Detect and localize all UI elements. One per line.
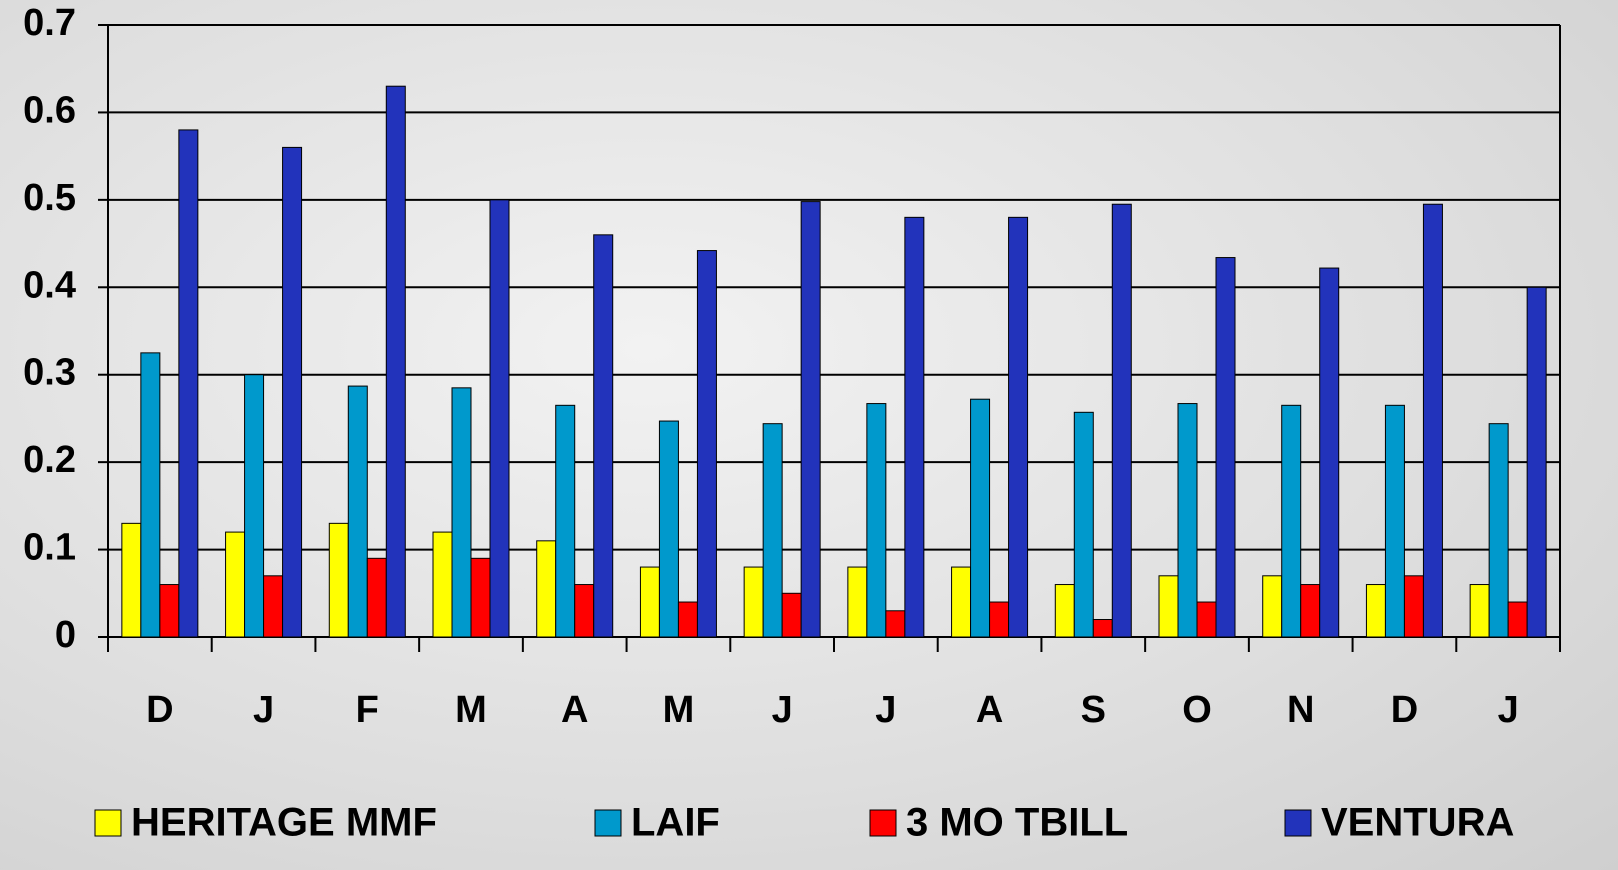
bar xyxy=(1158,575,1179,638)
bar xyxy=(1008,216,1029,638)
bar xyxy=(1488,423,1509,638)
x-tick-label: M xyxy=(663,689,695,731)
bar xyxy=(696,250,717,638)
y-tick-label: 0.3 xyxy=(23,352,76,394)
bar xyxy=(555,404,576,638)
y-tick-label: 0.5 xyxy=(23,177,76,219)
bar xyxy=(1177,403,1198,638)
x-tick-label: D xyxy=(1391,689,1418,731)
bar xyxy=(1111,203,1132,638)
bar xyxy=(1384,404,1405,638)
bar xyxy=(743,566,764,638)
x-tick-label: O xyxy=(1182,689,1212,731)
bar xyxy=(536,540,557,638)
legend-swatch xyxy=(869,809,897,837)
bar xyxy=(1319,267,1340,638)
x-tick-label: D xyxy=(146,689,173,731)
y-tick-label: 0.1 xyxy=(23,527,76,569)
y-tick-label: 0 xyxy=(55,614,76,656)
bar xyxy=(593,234,614,638)
legend-label: HERITAGE MMF xyxy=(131,801,437,845)
bar xyxy=(970,398,991,638)
bar xyxy=(885,610,906,638)
bar xyxy=(328,522,349,638)
bar xyxy=(781,592,802,638)
bar xyxy=(1073,411,1094,638)
bar xyxy=(366,557,387,638)
x-tick-label: N xyxy=(1287,689,1314,731)
bar xyxy=(658,420,679,638)
x-tick-label: J xyxy=(253,689,274,731)
bar xyxy=(574,584,595,638)
bar xyxy=(282,146,303,638)
bar xyxy=(263,575,284,638)
y-tick-label: 0.4 xyxy=(23,264,76,306)
legend-label: LAIF xyxy=(631,801,720,845)
bar xyxy=(1422,203,1443,638)
bar xyxy=(385,85,406,638)
bar xyxy=(1469,584,1490,638)
y-tick-label: 0.7 xyxy=(23,2,76,44)
bar xyxy=(140,352,161,638)
bar xyxy=(489,199,510,638)
bar xyxy=(800,201,821,638)
bar xyxy=(1507,601,1528,638)
bar xyxy=(1262,575,1283,638)
bar xyxy=(1054,584,1075,638)
bar xyxy=(451,387,472,638)
legend-label: VENTURA xyxy=(1321,801,1514,845)
bar xyxy=(121,522,142,638)
bar xyxy=(1365,584,1386,638)
legend-swatch xyxy=(94,809,122,837)
x-tick-label: A xyxy=(561,689,588,731)
x-tick-label: F xyxy=(356,689,379,731)
bar xyxy=(951,566,972,638)
x-tick-label: S xyxy=(1081,689,1106,731)
bar xyxy=(1215,257,1236,638)
bar xyxy=(677,601,698,638)
x-tick-label: A xyxy=(976,689,1003,731)
bar xyxy=(989,601,1010,638)
bar xyxy=(347,385,368,638)
bar xyxy=(639,566,660,638)
bar xyxy=(159,584,180,638)
bar xyxy=(866,403,887,638)
bar xyxy=(225,531,246,638)
bar xyxy=(847,566,868,638)
bar xyxy=(1092,619,1113,638)
bar xyxy=(178,129,199,638)
bar xyxy=(1526,286,1547,638)
bar xyxy=(1300,584,1321,638)
y-tick-label: 0.2 xyxy=(23,439,76,481)
y-tick-label: 0.6 xyxy=(23,89,76,131)
bar xyxy=(470,557,491,638)
bar xyxy=(904,216,925,638)
bar xyxy=(244,374,265,638)
legend-swatch xyxy=(1284,809,1312,837)
x-tick-label: J xyxy=(1498,689,1519,731)
bar xyxy=(1196,601,1217,638)
legend-label: 3 MO TBILL xyxy=(906,801,1128,845)
legend-swatch xyxy=(594,809,622,837)
bar xyxy=(1403,575,1424,638)
x-tick-label: M xyxy=(455,689,487,731)
bar xyxy=(762,423,783,638)
bar xyxy=(432,531,453,638)
x-tick-label: J xyxy=(772,689,793,731)
bar xyxy=(1281,404,1302,638)
x-tick-label: J xyxy=(875,689,896,731)
